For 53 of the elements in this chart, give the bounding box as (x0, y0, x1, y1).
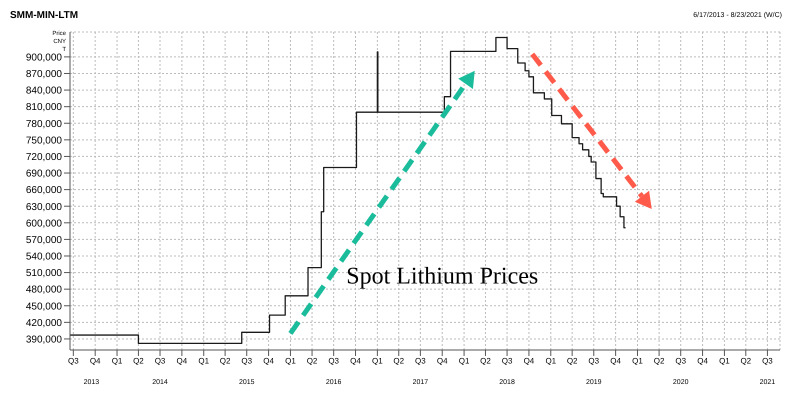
x-tick-label: Q3 (241, 356, 253, 366)
x-tick-label: Q4 (436, 356, 448, 366)
y-tick-label: 630,000 (26, 202, 62, 213)
y-tick-label: 720,000 (26, 152, 62, 163)
y-tick-label: 750,000 (26, 135, 62, 146)
x-tick-label: Q3 (328, 356, 340, 366)
x-tick-label: Q1 (545, 356, 557, 366)
x-tick-label: Q3 (502, 356, 513, 366)
chart-title: SMM-MIN-LTM (10, 10, 78, 21)
y-tick-label: 810,000 (26, 102, 62, 114)
x-tick-label: Q1 (719, 356, 730, 366)
y-tick-label: 480,000 (26, 284, 62, 296)
x-tick-label: Q4 (350, 356, 362, 366)
y-tick-label: 870,000 (26, 69, 62, 80)
y-tick-label: 570,000 (26, 234, 62, 246)
y-tick-label: 420,000 (26, 318, 62, 329)
x-tick-label: Q4 (176, 356, 188, 366)
x-tick-label: Q1 (285, 356, 296, 366)
x-tick-label: Q4 (524, 356, 535, 366)
x-tick-label: Q2 (654, 356, 665, 366)
x-tick-label: Q1 (198, 356, 210, 366)
y-tick-label: 390,000 (26, 334, 62, 346)
x-tick-label: Q2 (480, 356, 492, 366)
x-tick-label: Q1 (112, 356, 123, 366)
y-tick-label: 780,000 (26, 118, 62, 130)
x-tick-label: Q3 (68, 356, 80, 366)
x-tick-label: Q3 (675, 356, 687, 366)
y-tick-label: 510,000 (26, 268, 62, 280)
x-tick-label: Q4 (90, 356, 102, 366)
x-tick-label: Q1 (458, 356, 470, 366)
y-tick-label: 600,000 (26, 218, 62, 230)
x-tick-label: Q3 (762, 356, 774, 366)
x-tick-label: Q2 (133, 356, 144, 366)
y-tick-label: 900,000 (26, 52, 62, 64)
x-tick-label: Q4 (697, 356, 708, 366)
x-tick-label: Q3 (415, 356, 426, 366)
x-tick-label: Q2 (306, 356, 318, 366)
y-tick-label: 450,000 (26, 301, 62, 312)
annotation: Spot Lithium Prices (346, 264, 538, 290)
x-tick-label: Q3 (154, 356, 166, 366)
x-tick-label: Q2 (566, 356, 578, 366)
y-tick-label: 690,000 (26, 168, 62, 180)
x-tick-label: Q3 (588, 356, 600, 366)
x-tick-label: Q4 (610, 356, 622, 366)
y-tick-label: 540,000 (26, 252, 62, 263)
x-tick-label: Q2 (393, 356, 405, 366)
x-tick-label: Q1 (372, 356, 384, 366)
x-tick-label: Q2 (740, 356, 752, 366)
x-tick-label: Q2 (220, 356, 231, 366)
y-tick-label: 840,000 (26, 86, 62, 97)
x-tick-label: Q4 (263, 356, 274, 366)
x-tick-label: Q1 (632, 356, 644, 366)
y-tick-label: 660,000 (26, 185, 62, 196)
